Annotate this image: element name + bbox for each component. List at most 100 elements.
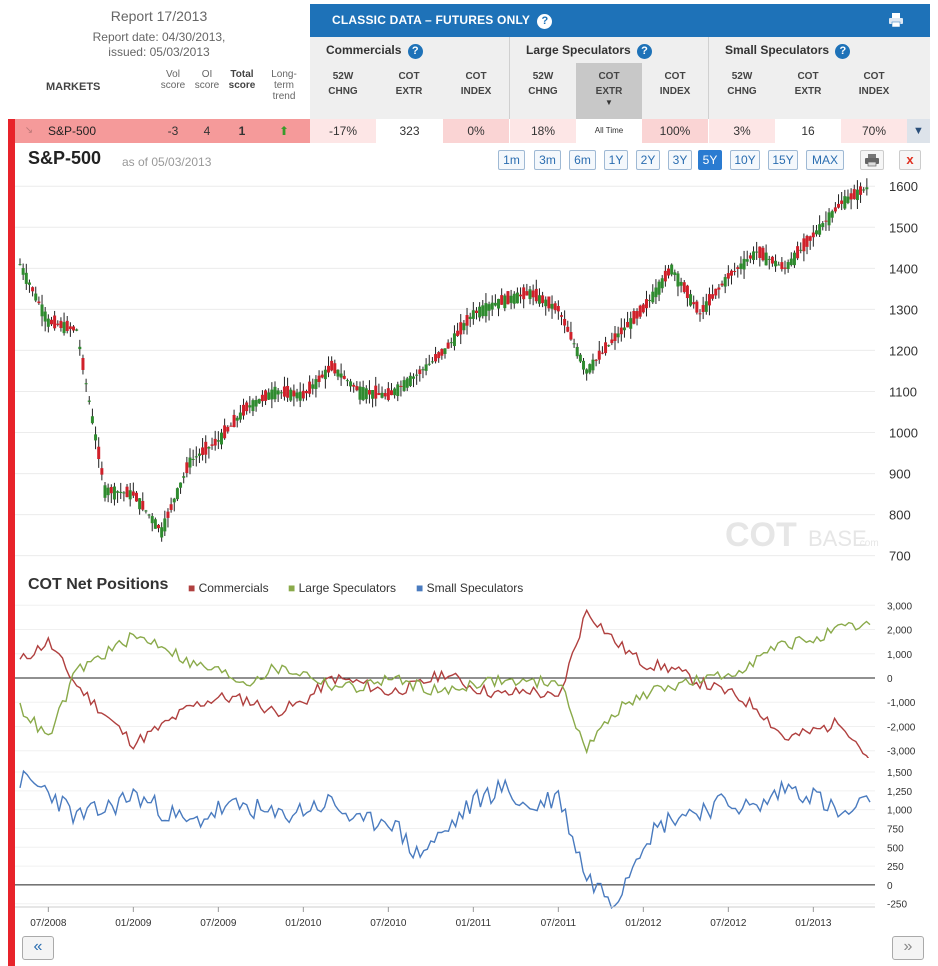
help-icon[interactable]: ? [835,44,851,59]
candle-body [345,380,349,382]
candle-body [578,354,582,362]
candle-body [235,417,239,421]
candle-body [859,186,863,195]
candle-body [65,320,69,331]
candle-body [430,361,434,363]
col-cot-extr-selected[interactable]: COT EXTR ▼ [576,69,642,107]
range-10y[interactable]: 10Y [730,150,760,170]
range-5y[interactable]: 5Y [698,150,722,170]
candle-body [663,270,667,282]
candle-body [166,511,170,518]
candle-body [449,342,453,344]
candle-body [327,365,331,373]
candle-body [619,327,623,335]
legend-small-speculators[interactable]: ■ Small Speculators [416,581,524,595]
candle-body [97,446,101,460]
candle-body [723,277,727,287]
candle-body [317,375,321,383]
close-button[interactable]: x [899,150,921,170]
candle-body [493,302,497,306]
candle-body [43,311,47,322]
candle-body [755,251,759,253]
col-cot-index[interactable]: COT INDEX [659,71,691,97]
candle-body [600,352,604,354]
candle-body [707,294,711,306]
candle-body [421,369,425,371]
help-icon[interactable]: ? [537,14,553,29]
candle-body [301,390,305,399]
candle-body [515,292,519,304]
total-score: 1 [238,124,246,138]
candle-body [695,301,699,313]
col-cot-index[interactable]: COT INDEX [858,71,890,97]
x-tick-label: 07/2012 [710,918,747,929]
candle-body [509,295,513,303]
candle-body [629,318,633,329]
candle-body [531,290,535,298]
range-2y[interactable]: 2Y [636,150,660,170]
market-name[interactable]: S&P-500 [48,124,97,138]
candle-body [153,519,157,529]
col-52w-chng[interactable]: 52W CHNG [328,71,358,97]
legend-large-speculators[interactable]: ■ Large Speculators [288,581,396,595]
trend-up-icon: ⬆ [278,124,290,138]
candle-body [525,291,529,296]
candle-body [109,487,113,494]
range-3m[interactable]: 3m [534,150,561,170]
candle-body [783,267,787,269]
candle-body [204,441,208,455]
candle-body [333,363,337,374]
help-icon[interactable]: ? [637,44,653,59]
candle-body [358,386,362,400]
ls-cot-extr-mode[interactable]: All Time [576,119,642,143]
col-52w-chng[interactable]: 52W CHNG [528,71,558,97]
expand-arrow-icon[interactable]: ▼ [907,119,930,143]
candle-body [792,252,796,266]
candle-body [349,381,353,387]
range-6m[interactable]: 6m [569,150,596,170]
candle-body [141,500,145,510]
print-chart-button[interactable] [860,150,884,170]
candle-body [522,287,526,300]
candle-body [698,313,702,315]
candle-body [777,264,781,266]
candle-body [739,263,743,269]
col-cot-index[interactable]: COT INDEX [460,71,492,97]
candle-body [585,369,589,374]
candle-body [232,414,236,428]
candle-body [134,492,138,502]
candle-body [276,390,280,395]
range-1m[interactable]: 1m [498,150,525,170]
range-3y[interactable]: 3Y [668,150,692,170]
market-row-highlight [8,119,310,143]
range-1y[interactable]: 1Y [604,150,628,170]
print-icon[interactable] [888,12,904,33]
market-row[interactable]: ↘ S&P-500 -3 4 1 ⬆ -17% 323 0% 18% All T… [8,119,930,143]
candle-body [320,374,324,378]
help-icon[interactable]: ? [407,44,423,59]
candle-body [128,490,132,500]
candle-body [833,207,837,212]
prev-button[interactable]: « [22,936,54,960]
candle-body [443,348,447,354]
next-button[interactable]: » [892,936,924,960]
range-15y[interactable]: 15Y [768,150,798,170]
net-tick-label: 2,000 [887,626,912,637]
candle-body [726,273,730,279]
col-52w-chng[interactable]: 52W CHNG [727,71,757,97]
col-cot-extr[interactable]: COT EXTR [395,71,423,97]
candle-body [197,453,201,456]
ss-cot-index: 70% [841,119,907,143]
candle-body [374,385,378,399]
candle-body [714,288,718,296]
candle-body [27,282,31,285]
candle-body [292,390,296,397]
x-tick-label: 01/2013 [795,918,832,929]
candle-body [393,388,397,396]
legend-commercials[interactable]: ■ Commercials [188,581,269,595]
candle-body [704,301,708,312]
cot-extr-selected-bg [576,63,642,119]
col-cot-extr[interactable]: COT EXTR [794,71,822,97]
range-max[interactable]: MAX [806,150,844,170]
candle-body [371,390,375,399]
